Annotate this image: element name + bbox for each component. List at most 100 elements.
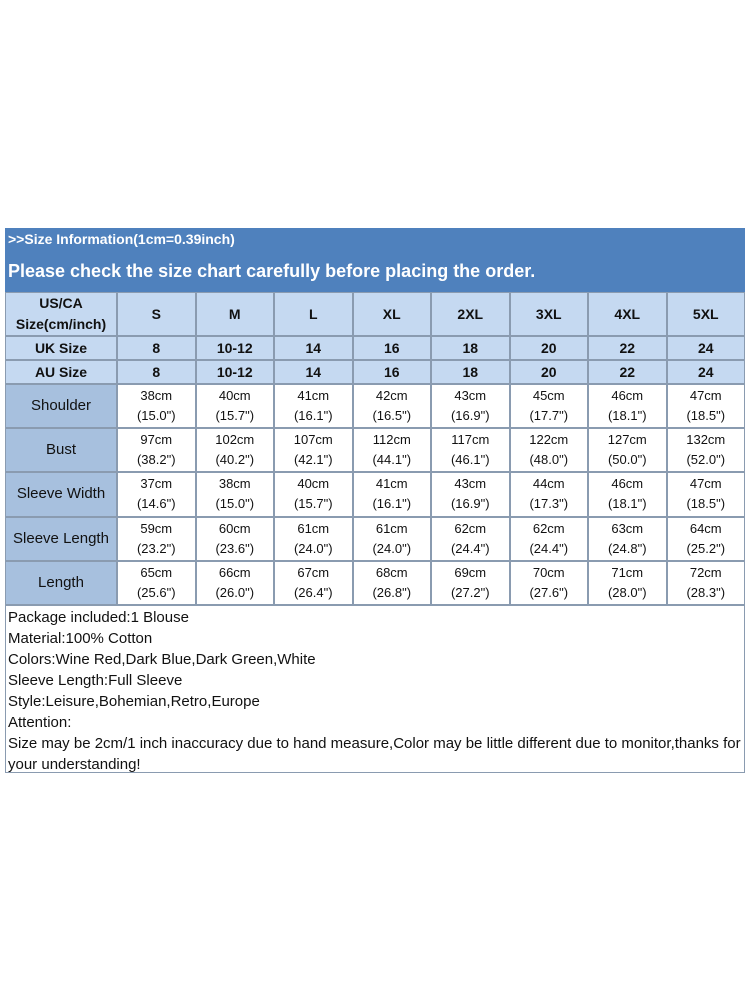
size-header: 4XL — [588, 292, 667, 336]
measure-label: Bust — [5, 428, 117, 473]
cell-text: 4XL — [614, 305, 641, 322]
cell-text: 67cm — [297, 564, 330, 580]
measure-value: 70cm (27.6") — [509, 560, 588, 605]
cell-text: 132cm — [686, 432, 726, 448]
cell-text: (15.0") — [215, 496, 255, 512]
measure-value: 112cm (44.1") — [352, 428, 431, 473]
cell-text: 24 — [697, 339, 714, 356]
measure-value: 61cm (24.0") — [274, 516, 353, 561]
size-value: 22 — [588, 336, 667, 360]
cell-text: 40cm — [218, 388, 251, 404]
cell-text: (17.7") — [529, 408, 569, 424]
size-value: 10-12 — [195, 360, 274, 384]
cell-text: XL — [382, 305, 401, 322]
measure-label: Sleeve Length — [5, 516, 117, 561]
cell-text: (15.7") — [293, 496, 333, 512]
measure-value: 102cm (40.2") — [195, 428, 274, 473]
measure-value: 68cm (26.8") — [352, 560, 431, 605]
cell-text: (25.6") — [136, 584, 176, 600]
cell-text: 20 — [540, 339, 557, 356]
measure-value: 67cm (26.4") — [274, 560, 353, 605]
size-value: 22 — [588, 360, 667, 384]
size-header: M — [195, 292, 274, 336]
cell-text: 65cm — [140, 564, 173, 580]
cell-text: (16.5") — [372, 408, 412, 424]
cell-text: US/CA — [39, 295, 83, 311]
cell-text: Bust — [45, 441, 76, 459]
cell-text: 47cm — [689, 388, 722, 404]
cell-text: 62cm — [532, 520, 565, 536]
cell-text: AU Size — [34, 363, 88, 380]
size-value: 16 — [352, 336, 431, 360]
measure-value: 42cm (16.5") — [352, 384, 431, 429]
cell-text: (24.4") — [450, 540, 490, 556]
cell-text: 41cm — [375, 476, 408, 492]
size-value: 8 — [117, 336, 196, 360]
size-header: 3XL — [509, 292, 588, 336]
cell-text: 69cm — [454, 564, 487, 580]
info-bar: >>Size Information(1cm=0.39inch) — [5, 228, 745, 250]
cell-text: 24 — [697, 363, 714, 380]
measure-value: 72cm (28.3") — [666, 560, 745, 605]
cell-text: 68cm — [375, 564, 408, 580]
measure-value: 41cm (16.1") — [352, 472, 431, 517]
cell-text: (28.0") — [607, 584, 647, 600]
size-row-label: UK Size — [5, 336, 117, 360]
cell-text: 38cm — [140, 388, 173, 404]
cell-text: (15.7") — [215, 408, 255, 424]
cell-text: (16.9") — [450, 496, 490, 512]
cell-text: 46cm — [611, 476, 644, 492]
cell-text: 18 — [462, 363, 479, 380]
cell-text: Sleeve Width — [16, 485, 106, 503]
cell-text: 62cm — [454, 520, 487, 536]
cell-text: (16.1") — [372, 496, 412, 512]
cell-text: 66cm — [218, 564, 251, 580]
cell-text: Sleeve Length — [13, 529, 109, 547]
cell-text: (27.2") — [450, 584, 490, 600]
cell-text: 10-12 — [216, 363, 253, 380]
size-row-label: AU Size — [5, 360, 117, 384]
note-line: Colors:Wine Red,Dark Blue,Dark Green,Whi… — [8, 651, 316, 668]
measure-value: 59cm (23.2") — [117, 516, 196, 561]
cell-text: (18.5") — [686, 496, 726, 512]
cell-text: (25.2") — [686, 540, 726, 556]
size-value: 20 — [509, 360, 588, 384]
cell-text: 20 — [540, 363, 557, 380]
cell-text: 43cm — [454, 476, 487, 492]
cell-text: (14.6") — [136, 496, 176, 512]
cell-text: 127cm — [607, 432, 647, 448]
cell-text: Shoulder — [30, 397, 92, 415]
cell-text: 107cm — [293, 432, 333, 448]
note-line: Sleeve Length:Full Sleeve — [8, 672, 183, 689]
measure-value: 45cm (17.7") — [509, 384, 588, 429]
measure-value: 47cm (18.5") — [666, 472, 745, 517]
cell-text: 38cm — [218, 476, 251, 492]
cell-text: 22 — [619, 363, 636, 380]
measure-value: 127cm (50.0") — [588, 428, 667, 473]
cell-text: Length — [38, 573, 84, 591]
cell-text: 14 — [305, 339, 322, 356]
cell-text: 102cm — [215, 432, 255, 448]
cell-text: 72cm — [689, 564, 722, 580]
cell-text: 71cm — [611, 564, 644, 580]
cell-text: (24.0") — [372, 540, 412, 556]
cell-text: 40cm — [297, 476, 330, 492]
measure-value: 97cm (38.2") — [117, 428, 196, 473]
note-line: Attention: — [8, 714, 72, 731]
size-value: 16 — [352, 360, 431, 384]
measure-value: 122cm (48.0") — [509, 428, 588, 473]
measure-value: 62cm (24.4") — [431, 516, 510, 561]
size-value: 14 — [274, 336, 353, 360]
cell-text: (44.1") — [372, 452, 412, 468]
measure-value: 66cm (26.0") — [195, 560, 274, 605]
cell-text: 42cm — [375, 388, 408, 404]
size-value: 14 — [274, 360, 353, 384]
size-header: S — [117, 292, 196, 336]
cell-text: (16.9") — [450, 408, 490, 424]
cell-text: (17.3") — [529, 496, 569, 512]
cell-text: 45cm — [532, 388, 565, 404]
measure-value: 71cm (28.0") — [588, 560, 667, 605]
cell-text: L — [308, 305, 318, 322]
size-value: 24 — [666, 336, 745, 360]
cell-text: 16 — [383, 363, 400, 380]
